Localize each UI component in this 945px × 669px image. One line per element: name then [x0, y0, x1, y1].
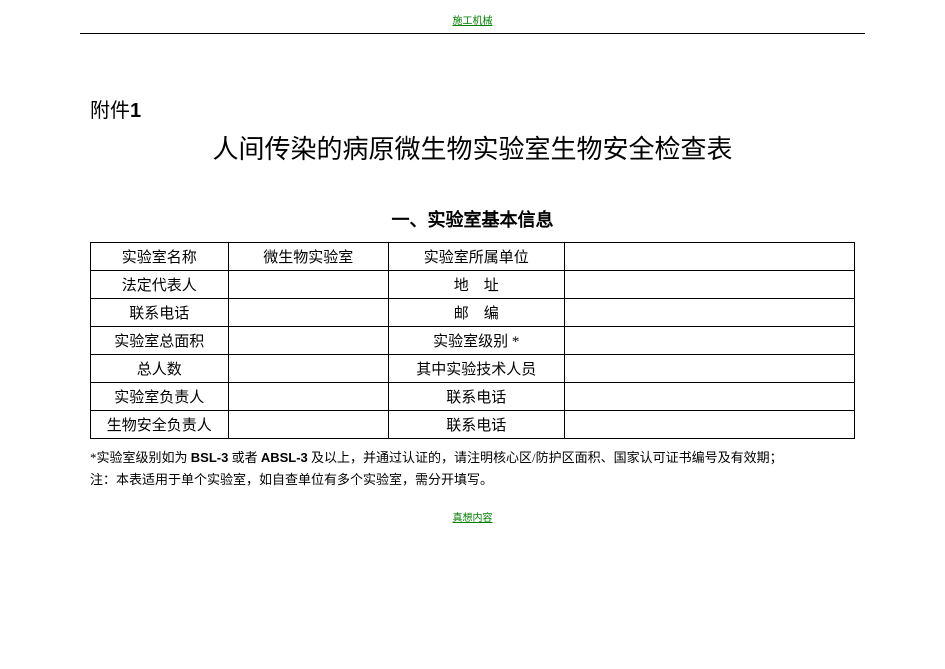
footnote: *实验室级别如为 BSL-3 或者 ABSL-3 及以上，并通过认证的，请注明核…	[90, 447, 855, 491]
cell-label: 联系电话	[91, 299, 229, 327]
table-row: 法定代表人 地 址	[91, 271, 855, 299]
bottom-link-wrap: 真想内容	[90, 509, 855, 524]
footnote-text: *实验室级别如为	[90, 450, 191, 465]
footnote-bold: ABSL-3	[261, 450, 308, 465]
cell-value	[228, 327, 388, 355]
document-body: 附件1 人间传染的病原微生物实验室生物安全检查表 一、实验室基本信息 实验室名称…	[0, 34, 945, 524]
cell-value	[564, 355, 854, 383]
table-row: 联系电话 邮 编	[91, 299, 855, 327]
top-header-link-wrap: 施工机械	[0, 0, 945, 27]
cell-label: 实验室名称	[91, 243, 229, 271]
table-row: 实验室名称 微生物实验室 实验室所属单位	[91, 243, 855, 271]
cell-label: 其中实验技术人员	[388, 355, 564, 383]
attachment-label: 附件1	[90, 94, 855, 123]
cell-label: 联系电话	[388, 411, 564, 439]
cell-value	[564, 411, 854, 439]
cell-label: 联系电话	[388, 383, 564, 411]
table-row: 实验室总面积 实验室级别 *	[91, 327, 855, 355]
attachment-label-number: 1	[130, 100, 141, 122]
cell-value: 微生物实验室	[228, 243, 388, 271]
cell-value	[228, 299, 388, 327]
cell-label: 实验室总面积	[91, 327, 229, 355]
table-row: 生物安全负责人 联系电话	[91, 411, 855, 439]
footnote-bold: BSL-3	[191, 450, 229, 465]
footnote-line-2: 注：本表适用于单个实验室，如自查单位有多个实验室，需分开填写。	[90, 469, 855, 491]
cell-value	[228, 383, 388, 411]
footnote-line-1: *实验室级别如为 BSL-3 或者 ABSL-3 及以上，并通过认证的，请注明核…	[90, 447, 855, 469]
footnote-text: 或者	[228, 450, 261, 465]
cell-value	[228, 355, 388, 383]
cell-value	[228, 271, 388, 299]
footnote-text: 及以上，并通过认证的，请注明核心区/防护区面积、国家认可证书编号及有效期；	[308, 450, 783, 465]
cell-value	[564, 299, 854, 327]
cell-value	[564, 327, 854, 355]
attachment-label-text: 附件	[90, 100, 130, 122]
page-title: 人间传染的病原微生物实验室生物安全检查表	[90, 129, 855, 166]
cell-label: 邮 编	[388, 299, 564, 327]
cell-value	[564, 243, 854, 271]
cell-label: 实验室负责人	[91, 383, 229, 411]
cell-label: 生物安全负责人	[91, 411, 229, 439]
cell-value	[228, 411, 388, 439]
cell-label: 地 址	[388, 271, 564, 299]
table-row: 总人数 其中实验技术人员	[91, 355, 855, 383]
section-title: 一、实验室基本信息	[90, 206, 855, 232]
bottom-link[interactable]: 真想内容	[453, 513, 493, 524]
basic-info-table: 实验室名称 微生物实验室 实验室所属单位 法定代表人 地 址 联系电话 邮 编 …	[90, 242, 855, 439]
cell-label: 总人数	[91, 355, 229, 383]
cell-value	[564, 383, 854, 411]
cell-value	[564, 271, 854, 299]
cell-label: 法定代表人	[91, 271, 229, 299]
table-row: 实验室负责人 联系电话	[91, 383, 855, 411]
cell-label: 实验室级别 *	[388, 327, 564, 355]
cell-label: 实验室所属单位	[388, 243, 564, 271]
top-header-link[interactable]: 施工机械	[453, 16, 493, 27]
